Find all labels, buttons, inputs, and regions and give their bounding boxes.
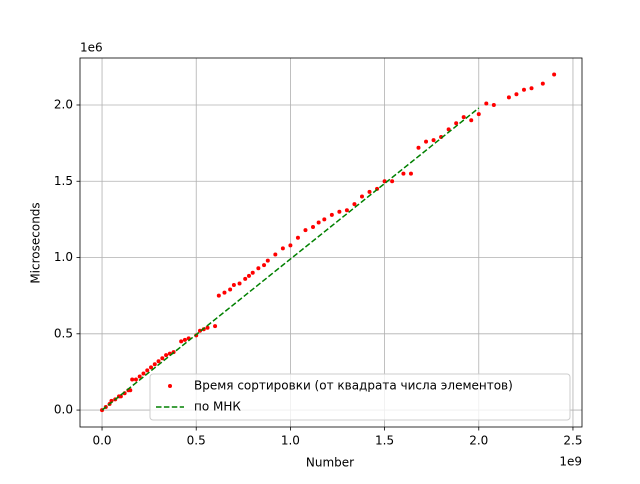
scatter-point xyxy=(329,212,334,217)
scatter-point xyxy=(160,356,165,361)
legend-label: Время сортировки (от квадрата числа элем… xyxy=(194,379,513,393)
scatter-point xyxy=(243,276,248,281)
scatter-point xyxy=(141,371,146,376)
scatter-point xyxy=(408,171,413,176)
scatter-point xyxy=(446,127,451,132)
scatter-point xyxy=(216,293,221,298)
legend-marker xyxy=(168,384,172,388)
scatter-point xyxy=(424,139,429,144)
scatter-point xyxy=(156,359,161,364)
x-tick-label: 2.5 xyxy=(563,434,582,448)
scatter-point xyxy=(552,72,557,77)
scatter-point xyxy=(128,388,133,393)
y-tick-label: 0.5 xyxy=(54,326,73,340)
scatter-point xyxy=(222,290,227,295)
scatter-point xyxy=(303,228,308,233)
x-axis-label: Number xyxy=(306,456,354,470)
scatter-point xyxy=(164,353,169,358)
fit-line xyxy=(101,107,480,411)
axes-frame xyxy=(79,57,583,428)
x-offset-label: 1e9 xyxy=(559,455,582,469)
scatter-point xyxy=(461,115,466,120)
scatter-point xyxy=(288,243,293,248)
x-tick-label: 0.5 xyxy=(187,434,206,448)
scatter-point xyxy=(484,101,489,106)
scatter-point xyxy=(514,92,519,97)
scatter-point xyxy=(152,362,157,367)
scatter-point xyxy=(265,258,270,263)
x-tick-label: 1.5 xyxy=(375,434,394,448)
scatter-point xyxy=(213,324,218,329)
scatter-point xyxy=(454,121,459,126)
y-axis-label: Microseconds xyxy=(29,202,43,283)
x-tick-label: 2.0 xyxy=(469,434,488,448)
scatter-point xyxy=(137,374,142,379)
scatter-point xyxy=(280,246,285,251)
scatter-point xyxy=(491,102,496,107)
scatter-point xyxy=(228,287,233,292)
scatter-point xyxy=(431,138,436,143)
scatter-point xyxy=(316,220,321,225)
scatter-point xyxy=(256,266,261,271)
scatter-point xyxy=(250,270,255,275)
scatter-point xyxy=(367,189,372,194)
scatter-point xyxy=(182,337,187,342)
y-offset-label: 1e6 xyxy=(80,41,103,55)
scatter-point xyxy=(118,394,123,399)
scatter-point xyxy=(237,281,242,286)
scatter-point xyxy=(133,377,138,382)
scatter-point xyxy=(246,273,251,278)
x-tick-label: 0.0 xyxy=(92,434,111,448)
y-tick-label: 2.0 xyxy=(54,97,73,111)
scatter-point xyxy=(311,225,316,230)
scatter-point xyxy=(390,179,395,184)
scatter-point xyxy=(521,87,526,92)
scatter-point xyxy=(540,81,545,86)
scatter-point xyxy=(469,118,474,123)
scatter-point xyxy=(322,217,327,222)
scatter-point xyxy=(416,145,421,150)
scatter-point xyxy=(337,209,342,214)
y-tick-label: 0.0 xyxy=(54,403,73,417)
scatter-point xyxy=(179,339,184,344)
scatter-point xyxy=(197,328,202,333)
scatter-point xyxy=(205,325,210,330)
scatter-point xyxy=(130,377,135,382)
scatter-point xyxy=(506,95,511,100)
scatter-point xyxy=(145,368,150,373)
scatter-point xyxy=(359,194,364,199)
scatter-point xyxy=(273,252,278,257)
scatter-point xyxy=(149,365,154,370)
y-tick-label: 1.5 xyxy=(54,174,73,188)
x-tick-label: 1.0 xyxy=(281,434,300,448)
scatter-point xyxy=(529,86,534,91)
y-tick-label: 1.0 xyxy=(54,250,73,264)
scatter-point xyxy=(401,171,406,176)
scatter-point xyxy=(231,282,236,287)
legend-label: по МНК xyxy=(194,400,241,414)
scatter-point xyxy=(262,263,267,268)
scatter-point xyxy=(352,202,357,207)
scatter-point xyxy=(295,235,300,240)
legend-box xyxy=(149,373,571,421)
scatter-point xyxy=(344,208,349,213)
scatter-point xyxy=(476,112,481,117)
